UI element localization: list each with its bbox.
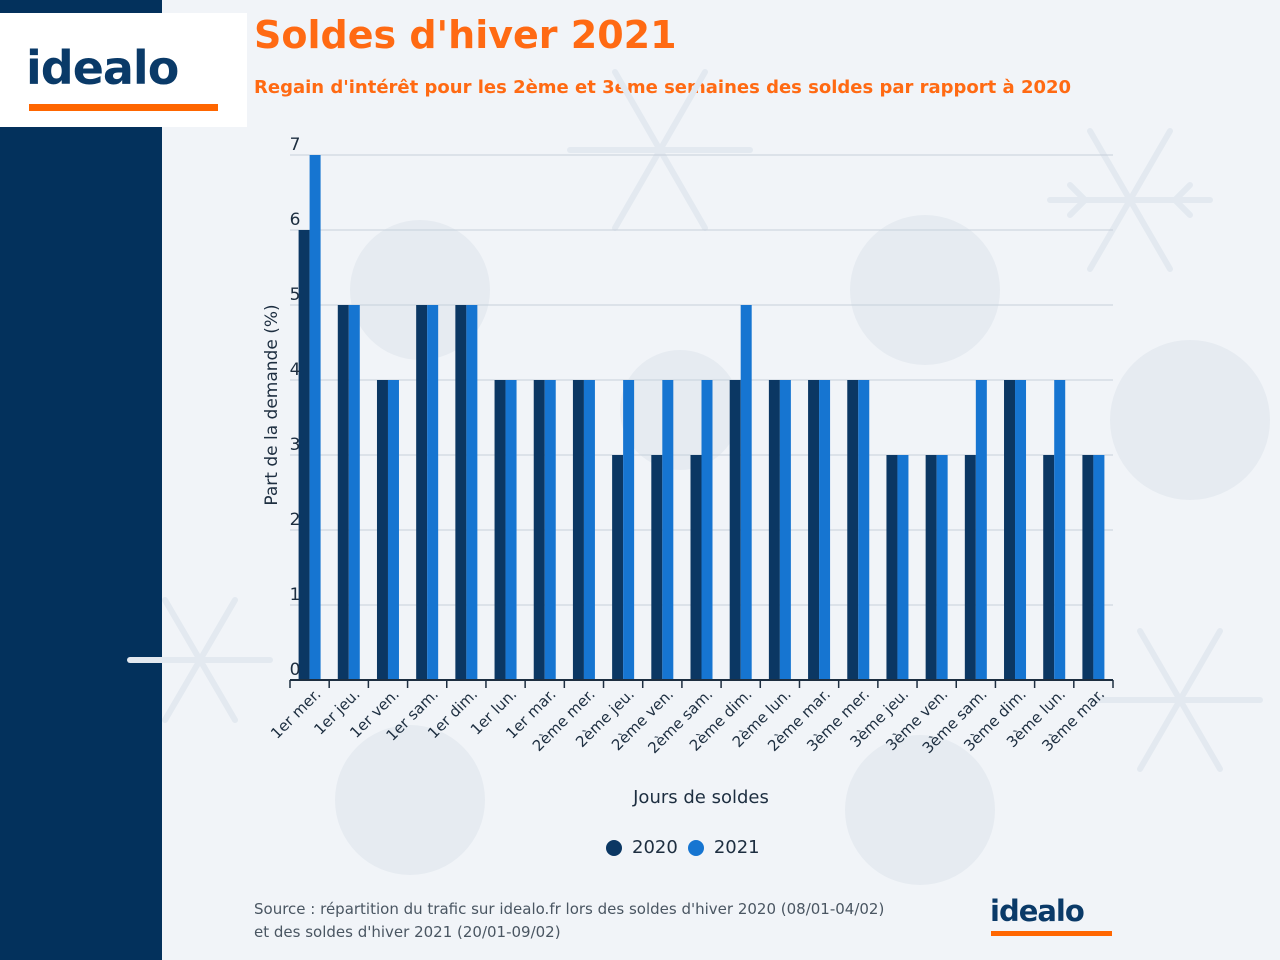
bar-2020-14 <box>808 380 820 680</box>
x-axis-label: Jours de soldes <box>632 787 769 808</box>
bar-2020-11 <box>690 455 702 680</box>
alarm-clock-icon <box>335 725 485 875</box>
chart-legend: 2020 2021 <box>606 837 770 858</box>
legend-swatch-2021 <box>687 839 704 856</box>
bar-2021-11 <box>701 380 713 680</box>
source-line-1: Source : répartition du trafic sur ideal… <box>254 900 885 918</box>
bar-2020-2 <box>337 305 349 680</box>
bar-2020-9 <box>612 455 624 680</box>
logo-underline <box>29 104 218 111</box>
y-tick-label: 4 <box>290 360 301 380</box>
bar-2021-4 <box>427 305 439 680</box>
bar-2020-15 <box>847 380 859 680</box>
bar-2021-20 <box>1054 380 1066 680</box>
source-line-2: et des soldes d'hiver 2021 (20/01-09/02) <box>254 923 561 941</box>
bar-2020-19 <box>1004 380 1016 680</box>
bar-2021-5 <box>466 305 478 680</box>
bar-2021-6 <box>505 380 517 680</box>
bar-2020-1 <box>298 230 310 680</box>
bar-2020-3 <box>376 380 388 680</box>
snowflake-icon <box>1047 128 1213 272</box>
legend-swatch-2020 <box>606 839 622 856</box>
bar-2021-14 <box>819 380 831 680</box>
bar-2021-1 <box>309 155 321 680</box>
bar-2021-21 <box>1093 455 1105 680</box>
y-tick-label: 6 <box>290 210 301 230</box>
y-tick-label: 3 <box>290 435 301 455</box>
legend-label-2020: 2020 <box>632 837 678 858</box>
bar-2020-16 <box>886 455 898 680</box>
y-tick-label: 0 <box>290 660 301 680</box>
bar-2020-5 <box>455 305 467 680</box>
y-tick-label: 2 <box>290 510 301 530</box>
bar-2021-7 <box>544 380 556 680</box>
alarm-clock-icon <box>350 220 490 360</box>
logo-wordmark: idealo <box>26 41 179 95</box>
legend-item-2020: 2020 <box>606 837 678 858</box>
bar-2021-19 <box>1015 380 1027 680</box>
bar-2021-13 <box>779 380 791 680</box>
bar-2021-9 <box>623 380 635 680</box>
page-title: Soldes d'hiver 2021 <box>254 13 677 57</box>
y-tick-label: 5 <box>290 285 301 305</box>
legend-label-2021: 2021 <box>713 837 760 858</box>
bar-2020-6 <box>494 380 506 680</box>
navy-sidebar <box>0 0 162 960</box>
bar-2021-15 <box>858 380 870 680</box>
bars <box>298 155 1105 680</box>
snowflake-icon <box>567 69 753 231</box>
bar-2021-17 <box>936 455 948 680</box>
bar-2020-18 <box>964 455 976 680</box>
bar-2020-20 <box>1043 455 1055 680</box>
page-subtitle: Regain d'intérêt pour les 2ème et 3ème s… <box>254 77 1072 98</box>
bar-2020-21 <box>1082 455 1094 680</box>
source-note: Source : répartition du trafic sur ideal… <box>254 898 954 944</box>
footer-logo-underline <box>991 931 1112 936</box>
bar-2020-12 <box>729 380 741 680</box>
y-tick-label: 1 <box>290 585 301 605</box>
bar-2020-4 <box>416 305 428 680</box>
bar-2021-3 <box>387 380 399 680</box>
legend-item-2021: 2021 <box>687 837 760 858</box>
bar-2020-10 <box>651 455 663 680</box>
y-tick-label: 7 <box>290 135 301 155</box>
bar-2021-10 <box>662 380 674 680</box>
snowflake-icon <box>127 597 273 723</box>
bar-2021-8 <box>583 380 595 680</box>
bar-2020-8 <box>572 380 584 680</box>
bar-2021-16 <box>897 455 909 680</box>
bar-2020-17 <box>925 455 937 680</box>
alarm-clock-icon <box>850 215 1000 365</box>
alarm-clock-icon <box>1110 340 1270 500</box>
alarm-clock-icon <box>845 735 995 885</box>
snowflake-icon <box>1097 628 1263 772</box>
y-axis-label: Part de la demande (%) <box>262 304 282 505</box>
bar-2020-13 <box>768 380 780 680</box>
idealo-logo: idealo <box>0 13 247 127</box>
bar-2021-2 <box>348 305 360 680</box>
bar-2021-18 <box>975 380 987 680</box>
bar-2020-7 <box>533 380 545 680</box>
footer-logo-wordmark: idealo <box>990 894 1085 928</box>
x-tick-label: 1er mer. <box>267 685 324 742</box>
bar-2021-12 <box>740 305 752 680</box>
